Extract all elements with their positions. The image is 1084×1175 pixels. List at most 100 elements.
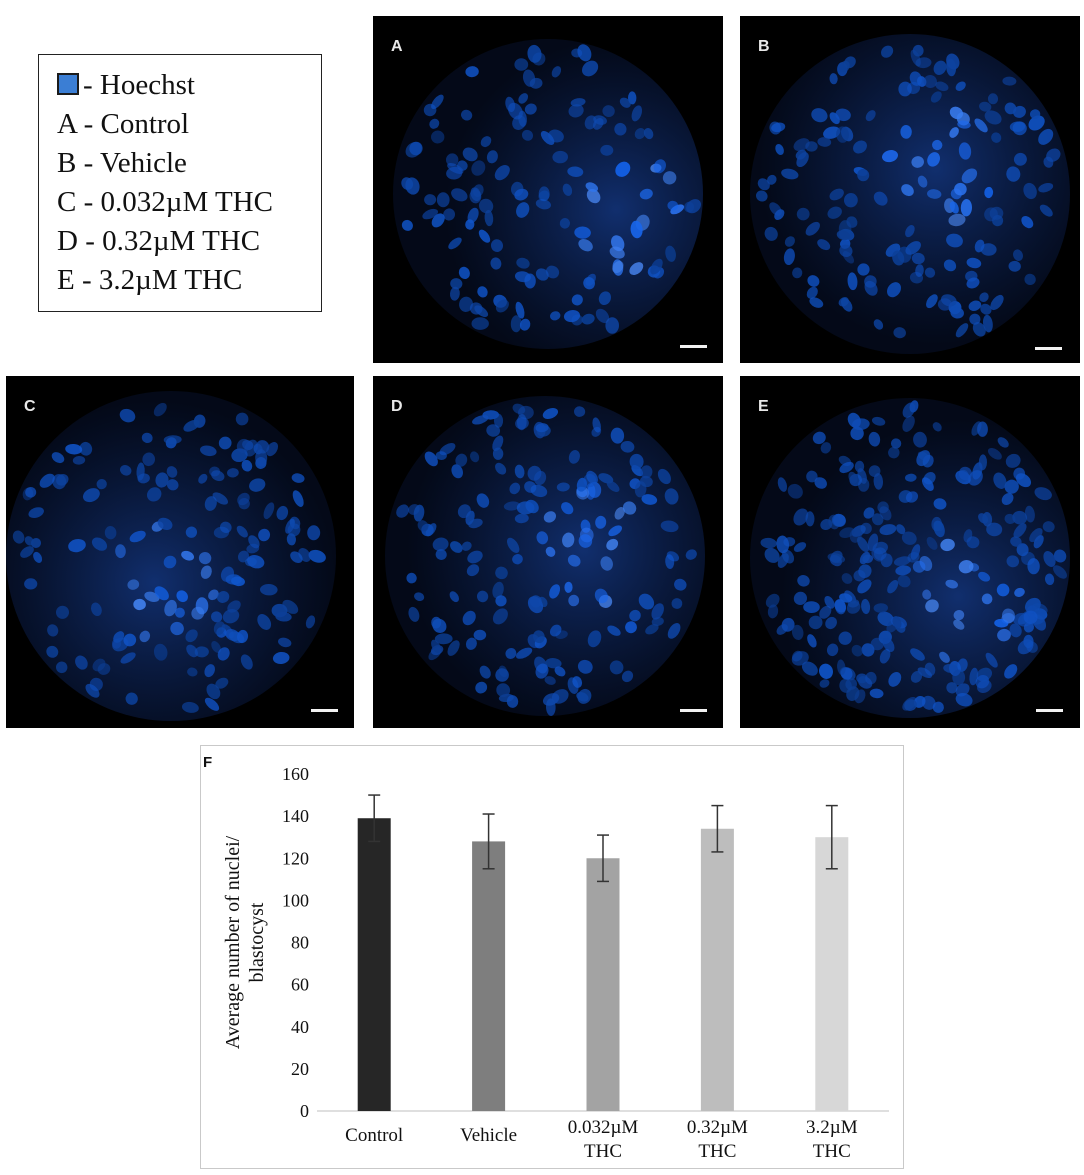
nucleus-shape xyxy=(765,593,780,608)
nucleus-shape xyxy=(241,459,253,472)
nucleus-shape xyxy=(432,537,449,552)
scale-bar-a xyxy=(680,345,707,348)
nucleus-shape xyxy=(465,637,477,650)
nucleus-shape xyxy=(606,480,620,492)
nucleus-shape xyxy=(953,609,965,621)
nucleus-shape xyxy=(249,478,266,492)
nucleus-shape xyxy=(1029,528,1043,543)
nucleus-shape xyxy=(827,206,842,219)
y-tick-label: 0 xyxy=(300,1101,309,1121)
nucleus-shape xyxy=(85,683,100,698)
nucleus-shape xyxy=(535,423,549,433)
nucleus-shape xyxy=(1042,521,1055,533)
nucleus-shape xyxy=(1021,216,1034,229)
nucleus-shape xyxy=(895,565,912,576)
nucleus-shape xyxy=(972,322,986,337)
nucleus-shape xyxy=(882,637,895,652)
nucleus-shape xyxy=(492,435,504,452)
nucleus-shape xyxy=(796,207,810,221)
nucleus-shape xyxy=(824,595,835,609)
nucleus-shape xyxy=(287,523,301,537)
nucleus-shape xyxy=(657,468,671,485)
nucleus-shape xyxy=(570,98,586,107)
nucleus-shape xyxy=(1043,551,1056,567)
nucleus-shape xyxy=(767,604,779,619)
nucleus-shape xyxy=(561,502,574,515)
nucleus-shape xyxy=(629,609,641,622)
nucleus-shape xyxy=(212,492,229,505)
nucleus-shape xyxy=(932,139,943,151)
nucleus-shape xyxy=(183,419,200,432)
nucleus-shape xyxy=(873,473,884,490)
nucleus-shape xyxy=(292,490,304,507)
nucleus-shape xyxy=(930,91,942,103)
nucleus-shape xyxy=(1012,510,1028,525)
nucleus-shape xyxy=(396,504,410,518)
nucleus-shape xyxy=(926,536,938,550)
nucleus-shape xyxy=(887,580,899,594)
nucleus-shape xyxy=(75,655,88,670)
nucleus-shape xyxy=(571,48,583,58)
nucleus-shape xyxy=(216,591,230,603)
nucleus-shape xyxy=(981,593,993,605)
nucleus-shape xyxy=(927,189,942,199)
nucleus-shape xyxy=(609,246,625,259)
nucleus-shape xyxy=(997,628,1011,642)
nucleus-shape xyxy=(1023,182,1037,200)
nucleus-shape xyxy=(806,286,818,299)
nucleus-shape xyxy=(503,501,521,511)
nucleus-shape xyxy=(767,174,777,185)
nucleus-shape xyxy=(806,470,818,483)
nucleus-shape xyxy=(72,455,86,465)
nucleus-shape xyxy=(865,110,876,122)
legend-line-d: D - 0.32µM THC xyxy=(57,225,261,257)
nucleus-shape xyxy=(859,551,871,565)
nucleus-shape xyxy=(645,624,659,635)
nucleus-shape xyxy=(174,607,185,618)
chart-frame: F 0 20 40 60 80 100 120 140 160 Average number of… xyxy=(200,745,904,1169)
nucleus-shape xyxy=(614,122,627,136)
nucleus-shape xyxy=(912,44,924,57)
nucleus-shape xyxy=(24,536,34,546)
nucleus-shape xyxy=(564,581,573,593)
nucleus-shape xyxy=(608,525,623,537)
nucleus-shape xyxy=(610,427,625,444)
nucleus-shape xyxy=(839,60,850,73)
nucleus-shape xyxy=(881,150,899,163)
nucleus-shape xyxy=(461,541,472,551)
nucleus-shape xyxy=(826,643,839,657)
nucleus-shape xyxy=(829,188,844,201)
nucleus-shape xyxy=(473,629,487,641)
nucleus-shape xyxy=(434,633,453,645)
x-tick-label: 0.32µM THC xyxy=(687,1117,748,1162)
nucleus-shape xyxy=(307,525,321,541)
nucleus-shape xyxy=(997,437,1009,448)
nucleus-shape xyxy=(955,323,969,338)
nucleus-shape xyxy=(524,481,537,493)
nucleus-shape xyxy=(631,105,643,122)
nucleus-shape xyxy=(594,588,608,604)
nucleus-shape xyxy=(879,524,897,536)
bar-2 xyxy=(472,841,506,1111)
nucleus-shape xyxy=(641,494,658,505)
nucleus-shape xyxy=(639,188,653,200)
nucleus-shape xyxy=(795,149,807,160)
legend-line-a: A - Control xyxy=(57,108,190,140)
nucleus-shape xyxy=(1016,543,1029,557)
nucleus-shape xyxy=(519,318,531,331)
nucleus-shape xyxy=(524,103,537,115)
nucleus-shape xyxy=(630,220,643,239)
nucleus-shape xyxy=(600,556,613,571)
nucleus-shape xyxy=(958,142,972,160)
nucleus-shape xyxy=(495,299,509,313)
nucleus-shape xyxy=(200,565,212,579)
nucleus-shape xyxy=(978,454,988,471)
nucleus-shape xyxy=(873,191,888,206)
nucleus-shape xyxy=(462,610,476,626)
nucleus-shape xyxy=(514,464,525,479)
x-tick-label: 3.2µM THC xyxy=(806,1117,858,1162)
nucleus-shape xyxy=(1008,260,1021,272)
nucleus-shape xyxy=(401,177,414,190)
y-tick-label: 160 xyxy=(282,764,309,784)
nucleus-shape xyxy=(605,317,619,334)
